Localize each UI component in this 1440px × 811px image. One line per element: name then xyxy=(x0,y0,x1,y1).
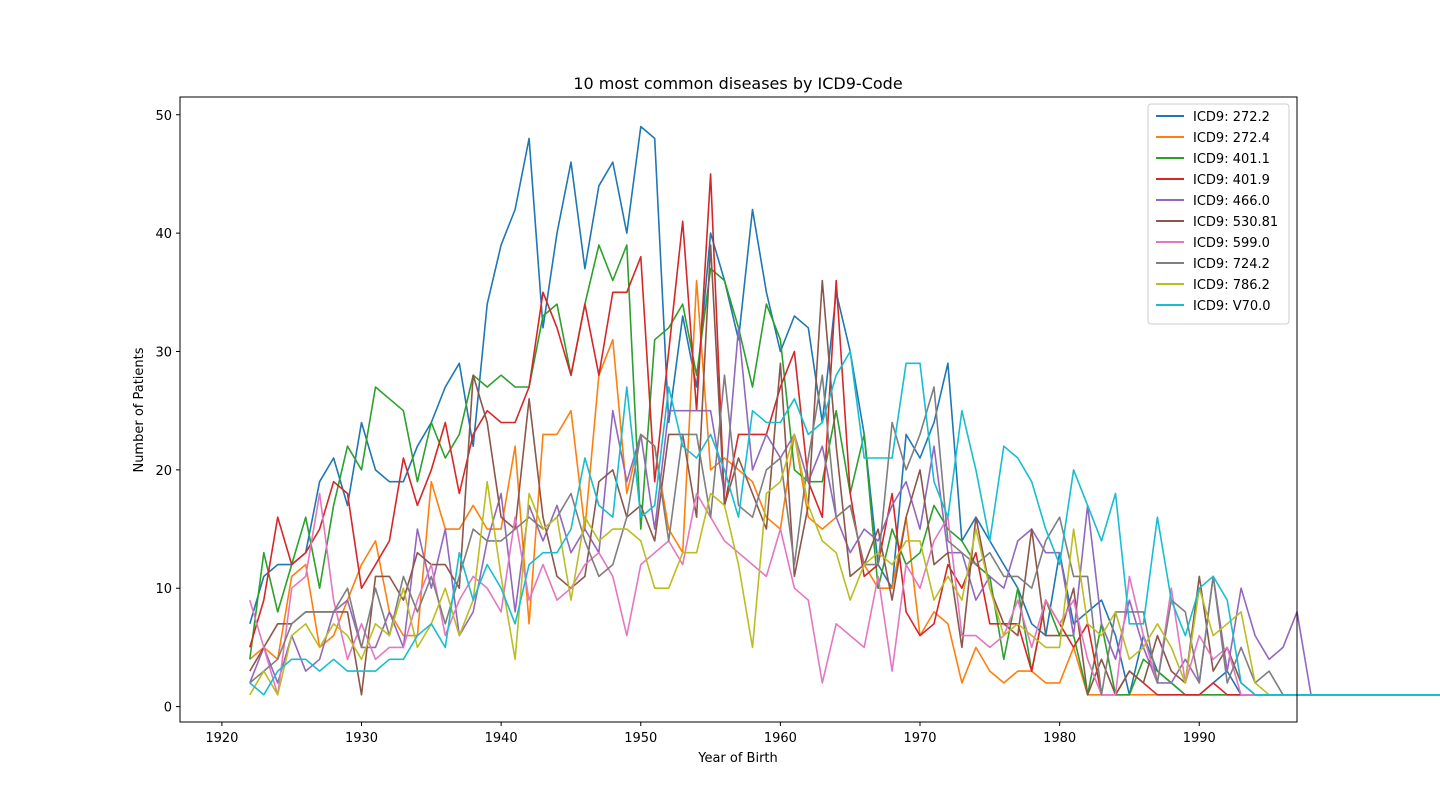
y-tick-label: 50 xyxy=(155,109,172,124)
legend-label: ICD9: 786.2 xyxy=(1193,278,1270,293)
x-tick-label: 1920 xyxy=(205,731,238,746)
legend-label: ICD9: 272.4 xyxy=(1193,131,1270,146)
x-tick-label: 1970 xyxy=(903,731,936,746)
y-tick-label: 40 xyxy=(155,227,172,242)
legend-label: ICD9: 401.9 xyxy=(1193,173,1270,188)
legend-label: ICD9: 599.0 xyxy=(1193,236,1270,251)
legend-label: ICD9: 466.0 xyxy=(1193,194,1270,209)
legend-label: ICD9: V70.0 xyxy=(1193,299,1271,314)
x-axis: 1920 1930 1940 1950 1960 1970 1980 1990 xyxy=(205,722,1216,746)
x-tick-label: 1950 xyxy=(624,731,657,746)
series-line-icd9-466-0 xyxy=(249,326,1440,696)
legend-label: ICD9: 530.81 xyxy=(1193,215,1278,230)
y-tick-label: 30 xyxy=(155,345,172,360)
legend-label: ICD9: 401.1 xyxy=(1193,152,1270,167)
x-tick-label: 1960 xyxy=(764,731,797,746)
plot-frame xyxy=(179,96,1298,723)
x-tick-label: 1980 xyxy=(1043,731,1076,746)
y-tick-label: 20 xyxy=(155,464,172,479)
series-lines xyxy=(249,125,1440,696)
x-tick-label: 1940 xyxy=(485,731,518,746)
legend: ICD9: 272.2 ICD9: 272.4 ICD9: 401.1 ICD9: 4… xyxy=(1147,103,1290,325)
x-tick-label: 1990 xyxy=(1183,731,1216,746)
x-tick-label: 1930 xyxy=(345,731,378,746)
series-line-icd9-v70-0 xyxy=(249,350,1440,696)
legend-label: ICD9: 272.2 xyxy=(1193,110,1270,125)
legend-label: ICD9: 724.2 xyxy=(1193,257,1270,272)
y-tick-label: 10 xyxy=(155,582,172,597)
chart-title: 10 most common diseases by ICD9-Code xyxy=(573,74,902,93)
x-axis-label: Year of Birth xyxy=(697,751,778,766)
y-axis: 0 10 20 30 40 50 xyxy=(155,109,180,716)
y-tick-label: 0 xyxy=(164,701,172,716)
y-axis-label: Number of Patients xyxy=(132,347,147,472)
